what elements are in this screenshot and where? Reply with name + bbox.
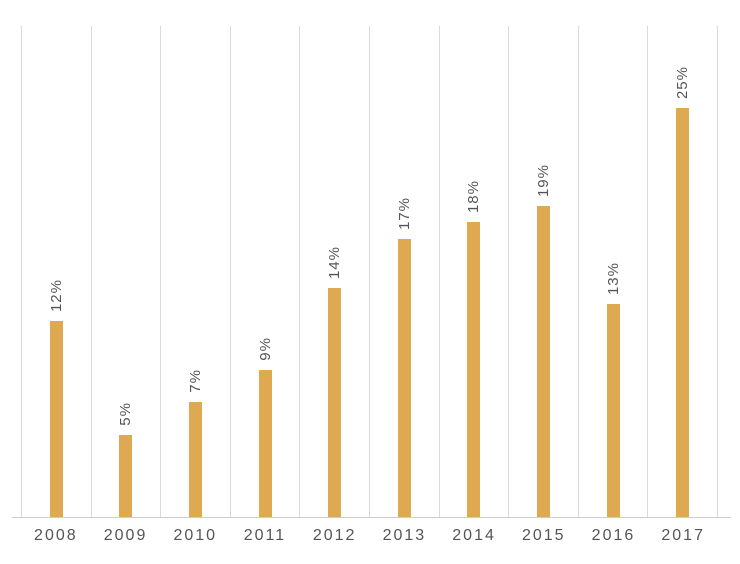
- bar-column: 12%: [22, 26, 92, 517]
- value-label: 12%: [47, 278, 65, 312]
- value-label: 13%: [604, 261, 622, 295]
- value-label: 9%: [256, 337, 274, 361]
- x-axis-label: 2015: [521, 527, 566, 544]
- x-axis-label: 2008: [34, 527, 78, 544]
- bar: [49, 321, 63, 517]
- value-label: 19%: [534, 163, 552, 197]
- bar-column: 7%: [161, 26, 231, 517]
- x-axis-label: 2010: [173, 527, 218, 544]
- x-axis-label: 2013: [382, 527, 427, 544]
- x-axis-label: 2014: [452, 527, 496, 544]
- bar: [328, 288, 342, 517]
- bar-column: 14%: [300, 26, 370, 517]
- x-axis-label: 2011: [243, 527, 287, 544]
- bar: [397, 239, 411, 517]
- value-label: 14%: [326, 245, 344, 279]
- bar: [188, 402, 202, 517]
- bar-column: 25%: [648, 26, 718, 517]
- bar-column: 19%: [509, 26, 579, 517]
- bar: [258, 370, 272, 517]
- value-label: 25%: [674, 65, 692, 99]
- bar-column: 13%: [579, 26, 649, 517]
- x-axis-line: [12, 517, 731, 518]
- bar: [606, 304, 620, 517]
- bar-column: 17%: [370, 26, 440, 517]
- value-label: 5%: [117, 402, 135, 426]
- bar: [119, 435, 133, 517]
- plot-area: 12% 5% 7% 9% 14% 17% 18% 19% 13% 25%: [21, 26, 718, 517]
- bar-column: 9%: [231, 26, 301, 517]
- x-axis-labels: 2008 2009 2010 2011 2012 2013 2014 2015 2016 2017: [21, 524, 718, 548]
- bar: [676, 108, 690, 517]
- x-axis-label: 2009: [103, 527, 148, 544]
- x-axis-label: 2016: [591, 527, 636, 544]
- bar-column: 18%: [440, 26, 510, 517]
- bar: [467, 222, 481, 517]
- x-axis-label: 2012: [312, 527, 357, 544]
- x-axis-label: 2017: [661, 527, 705, 544]
- bar-column: 5%: [92, 26, 162, 517]
- bar: [536, 206, 550, 517]
- value-label: 7%: [186, 369, 204, 393]
- value-label: 17%: [395, 196, 413, 230]
- value-label: 18%: [465, 179, 483, 213]
